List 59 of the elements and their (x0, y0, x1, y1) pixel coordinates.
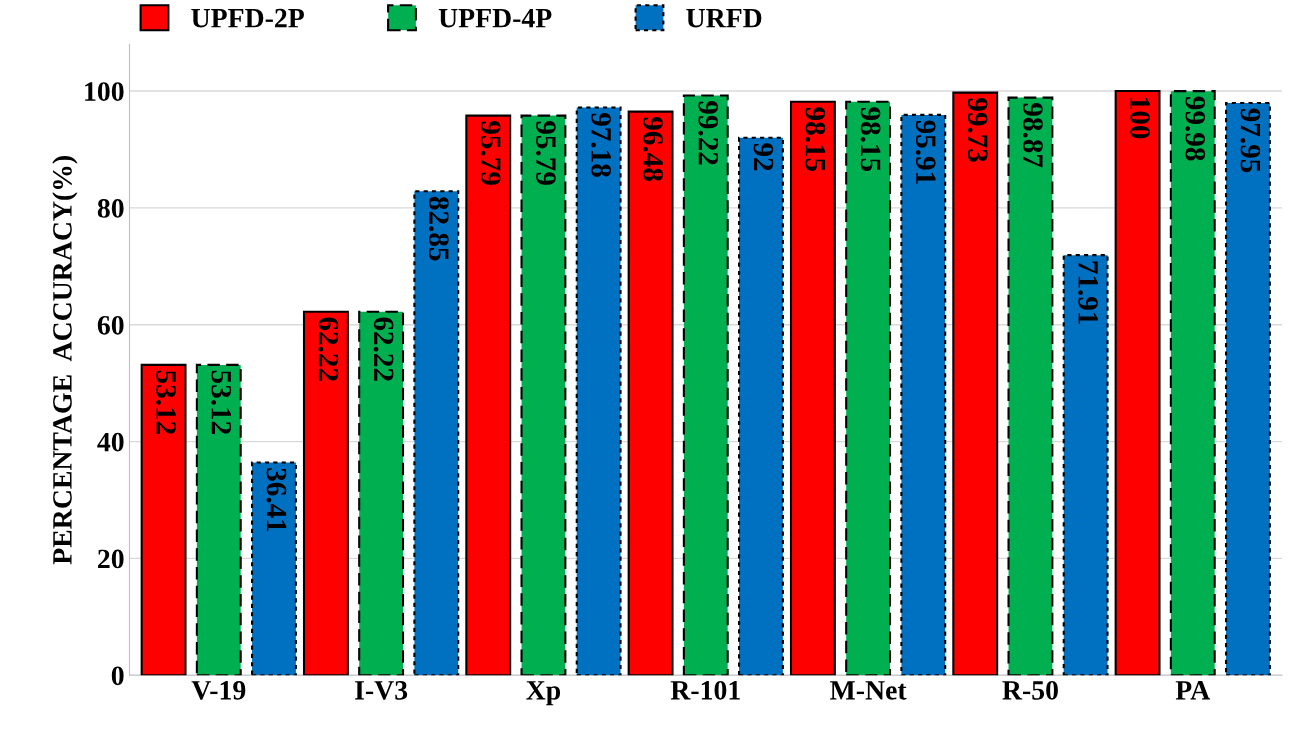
x-tick-label: I-V3 (355, 681, 408, 700)
bar (358, 310, 405, 676)
data-label: 82.85 (428, 196, 449, 261)
y-tick-label: 60 (97, 315, 124, 335)
x-tick-label: M-Net (830, 681, 907, 700)
bar (575, 106, 622, 676)
y-tick-label: 40 (97, 432, 124, 452)
data-label: 100 (1130, 98, 1150, 139)
bar (627, 110, 674, 676)
x-tick-label: V-19 (191, 681, 246, 700)
bar (1169, 90, 1216, 676)
data-label: 36.41 (266, 468, 287, 532)
data-label: 62.22 (373, 317, 394, 381)
x-tick-label: PA (1175, 681, 1211, 700)
y-tick-label: 80 (97, 199, 124, 218)
data-label: 99.98 (1185, 96, 1206, 161)
x-tick-label: R-101 (670, 680, 740, 700)
bar (1225, 101, 1271, 676)
y-tick-label: 100 (85, 82, 124, 101)
data-label: 97.95 (1240, 108, 1261, 173)
bar (900, 113, 947, 676)
bar (738, 136, 784, 676)
bar (845, 100, 892, 676)
data-label: 95.91 (915, 120, 936, 184)
bar (789, 100, 836, 676)
bar (1062, 254, 1109, 676)
data-label: 98.87 (1023, 103, 1043, 168)
data-label: 95.79 (480, 121, 501, 185)
bar (682, 94, 729, 676)
legend-label: URFD (686, 9, 762, 28)
bar (465, 114, 512, 676)
bar (195, 363, 242, 676)
y-tick-label: 20 (98, 549, 124, 569)
data-label: 98.15 (860, 107, 881, 172)
data-label: 62.22 (318, 317, 339, 381)
data-label: 71.91 (1078, 261, 1098, 324)
bar (952, 91, 999, 676)
data-label: 99.22 (698, 101, 719, 165)
legend-label: UPFD-2P (191, 8, 304, 28)
data-label: 53.12 (156, 370, 176, 434)
bar (140, 363, 187, 676)
x-tick-label: Xp (526, 681, 561, 706)
x-tick-label: R-50 (1002, 680, 1058, 700)
bar (251, 461, 297, 676)
legend-label: UPFD-4P (438, 8, 552, 28)
bar (413, 190, 460, 676)
bar (1114, 89, 1161, 676)
data-label: 95.79 (536, 121, 556, 185)
data-label: 99.73 (967, 98, 988, 162)
data-label: 98.15 (805, 107, 826, 172)
y-tick-label: 0 (111, 666, 124, 686)
bar (1007, 96, 1054, 676)
data-label: 97.18 (591, 112, 612, 177)
data-label: 96.48 (643, 117, 663, 181)
data-label: 92 (753, 143, 774, 171)
data-label: 53.12 (211, 370, 232, 434)
y-axis-title: PERCENTAGE ACCURACY(%) (52, 156, 78, 565)
bar (520, 114, 567, 676)
bar (302, 310, 349, 676)
